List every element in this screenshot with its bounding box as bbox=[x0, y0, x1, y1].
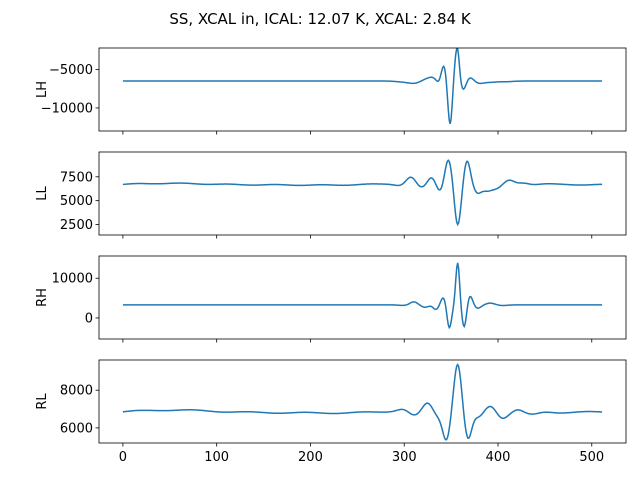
subplot-rl: 6000 8000 0 100 200 300 400 500 RL bbox=[35, 359, 627, 465]
subplot-ll: 2500 5000 7500 LL bbox=[35, 151, 627, 239]
axes-frame-rh bbox=[98, 255, 627, 340]
y-tick-label-rl: 8000 bbox=[60, 384, 93, 399]
subplot-lh: −10000 −5000 LH bbox=[35, 47, 627, 135]
y-tick-label-lh: −5000 bbox=[49, 63, 93, 78]
y-tick-label-ll: 5000 bbox=[60, 194, 93, 209]
subplots: −10000−5000LH250050007500LL010000RH60008… bbox=[35, 47, 627, 465]
x-tick-label: 200 bbox=[298, 450, 323, 465]
x-tick-label: 0 bbox=[119, 450, 127, 465]
x-tick-label: 300 bbox=[392, 450, 417, 465]
x-tick-label: 500 bbox=[579, 450, 604, 465]
axes-frame-ll bbox=[98, 151, 627, 236]
y-tick-label-rh: 0 bbox=[85, 311, 93, 326]
y-axis-label-lh: LH bbox=[35, 81, 50, 98]
y-tick-label-lh: −10000 bbox=[41, 101, 93, 116]
x-tick-label: 400 bbox=[486, 450, 511, 465]
x-tick-label: 100 bbox=[204, 450, 229, 465]
series-line-lh bbox=[122, 48, 603, 125]
y-tick-label-rh: 10000 bbox=[52, 272, 93, 287]
series-line-rh bbox=[122, 262, 603, 330]
y-axis-label-rh: RH bbox=[35, 288, 50, 307]
y-tick-label-rl: 6000 bbox=[60, 421, 93, 436]
series-line-ll bbox=[122, 159, 603, 227]
figure-title: SS, XCAL in, ICAL: 12.07 K, XCAL: 2.84 K bbox=[169, 10, 472, 28]
y-tick-label-ll: 2500 bbox=[60, 218, 93, 233]
series-line-rl bbox=[122, 363, 603, 441]
y-axis-label-rl: RL bbox=[35, 393, 50, 410]
axes-frame-rl bbox=[98, 359, 627, 444]
y-tick-label-ll: 7500 bbox=[60, 170, 93, 185]
y-axis-label-ll: LL bbox=[35, 186, 50, 201]
axes-frame-lh bbox=[98, 47, 627, 132]
